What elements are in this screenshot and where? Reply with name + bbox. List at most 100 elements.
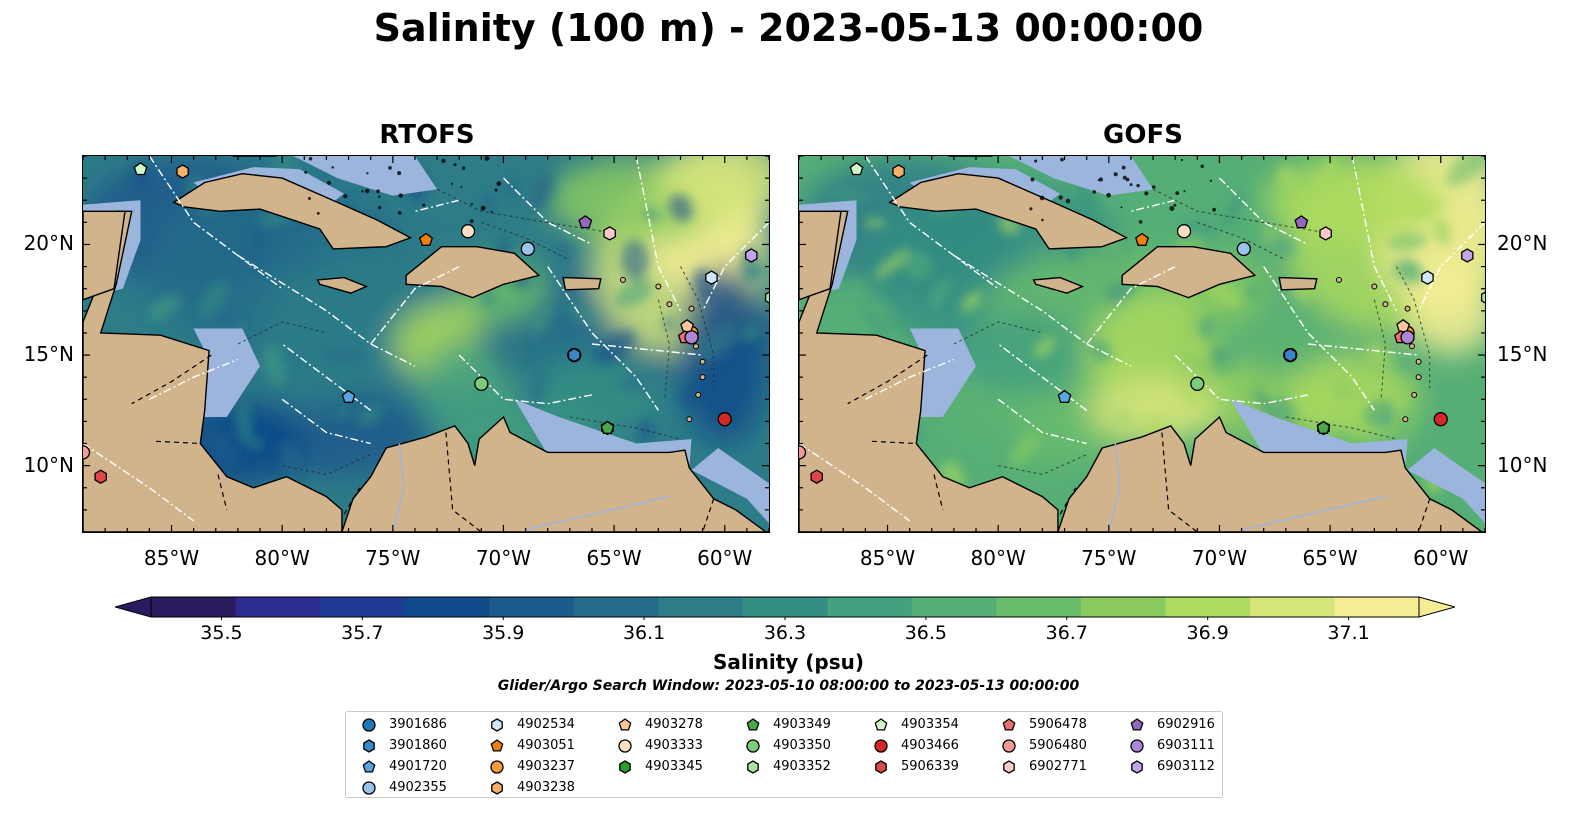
search-window-note: Glider/Argo Search Window: 2023-05-10 08…: [497, 678, 1080, 694]
float-legend: 3901686 3901860 4901720 4902355 4902534 49030…: [345, 711, 1223, 798]
legend-label: 4903349: [773, 717, 831, 732]
float-marker-4902355[interactable]: [520, 241, 535, 257]
figure-title: Salinity (100 m) - 2023-05-13 00:00:00: [373, 6, 1204, 50]
float-marker-4902534[interactable]: [1421, 270, 1434, 285]
float-marker-3901860[interactable]: [1283, 347, 1297, 363]
float-marker-5906480[interactable]: [799, 445, 807, 460]
lat-tick-label: 15°N: [23, 342, 74, 367]
legend-label: 6903111: [1157, 738, 1215, 753]
float-marker-4903333[interactable]: [1176, 224, 1192, 239]
hexagon-marker-icon: [1131, 760, 1143, 774]
circle-marker-icon: [362, 781, 376, 795]
float-marker-4903350[interactable]: [1190, 376, 1205, 391]
hexagon-marker-icon: [363, 739, 375, 753]
legend-label: 4903278: [645, 717, 703, 732]
circle-marker-icon: [1130, 739, 1144, 753]
float-marker-4902534[interactable]: [705, 270, 718, 285]
salinity-map-gofs: [799, 156, 1485, 532]
lon-tick-label: 60°W: [1413, 546, 1469, 570]
circle-marker-icon: [1002, 739, 1016, 753]
float-marker-4903349[interactable]: [600, 420, 615, 434]
lon-tick-label: 65°W: [1302, 546, 1358, 570]
float-marker-4903278[interactable]: [1396, 318, 1411, 333]
lon-tick-label: 70°W: [1191, 546, 1248, 570]
colorbar-tick-label: 36.5: [904, 622, 948, 644]
float-marker-4903051[interactable]: [419, 232, 433, 246]
legend-label: 6902771: [1029, 759, 1087, 774]
float-marker-6903112[interactable]: [745, 248, 758, 263]
float-marker-4903278[interactable]: [680, 318, 695, 333]
circle-marker-icon: [618, 739, 632, 753]
legend-label: 3901860: [389, 738, 447, 753]
legend-label: 4901720: [389, 759, 447, 774]
float-marker-4903238[interactable]: [892, 164, 905, 179]
lat-tick-label: 10°N: [23, 452, 74, 477]
map-panel-gofs[interactable]: [798, 155, 1486, 533]
float-marker-6902916[interactable]: [578, 215, 593, 229]
float-marker-6903111[interactable]: [1400, 330, 1415, 345]
float-marker-6902916[interactable]: [1294, 215, 1309, 229]
lon-tick-label: 70°W: [475, 546, 532, 570]
legend-label: 6902916: [1157, 717, 1215, 732]
float-marker-4903352[interactable]: [1480, 291, 1485, 304]
float-marker-4903354[interactable]: [849, 161, 864, 176]
float-marker-4903238[interactable]: [176, 164, 189, 179]
float-marker-4903051[interactable]: [1135, 232, 1149, 246]
hexagon-marker-icon: [491, 781, 503, 795]
legend-label: 5906480: [1029, 738, 1087, 753]
float-marker-4903354[interactable]: [133, 161, 148, 176]
legend-label: 4902534: [517, 717, 575, 732]
legend-label: 4903051: [517, 738, 575, 753]
float-marker-6903111[interactable]: [684, 330, 699, 345]
lat-tick-label: 20°N: [1497, 231, 1548, 256]
map-panel-rtofs[interactable]: [82, 155, 770, 533]
lat-tick-label: 20°N: [23, 231, 74, 256]
float-marker-5906339[interactable]: [810, 469, 823, 484]
pentagon-marker-icon: [490, 739, 504, 752]
colorbar-tick-label: 36.9: [1186, 622, 1229, 644]
float-marker-6903112[interactable]: [1461, 248, 1474, 263]
pentagon-marker-icon: [746, 718, 760, 731]
float-marker-5906339[interactable]: [94, 469, 107, 484]
float-marker-4903333[interactable]: [460, 224, 476, 239]
circle-marker-icon: [746, 739, 760, 753]
legend-label: 4903238: [517, 780, 575, 795]
lon-tick-label: 60°W: [697, 546, 753, 570]
legend-label: 3901686: [389, 717, 447, 732]
colorbar: [115, 596, 1455, 620]
float-marker-4903466[interactable]: [1433, 412, 1448, 427]
pentagon-marker-icon: [618, 718, 632, 731]
lon-tick-label: 75°W: [365, 546, 421, 570]
hexagon-marker-icon: [875, 760, 887, 774]
float-marker-4903350[interactable]: [474, 376, 489, 391]
float-marker-4901720[interactable]: [341, 389, 356, 403]
float-marker-6902771[interactable]: [1319, 226, 1332, 241]
float-marker-4903349[interactable]: [1316, 420, 1331, 434]
colorbar-tick-label: 36.3: [763, 622, 807, 644]
panel-title-gofs: GOFS: [1103, 120, 1183, 150]
legend-label: 4903333: [645, 738, 703, 753]
legend-label: 4903237: [517, 759, 575, 774]
hexagon-marker-icon: [1003, 760, 1015, 774]
float-marker-3901860[interactable]: [567, 347, 581, 363]
colorbar-tick-label: 36.1: [622, 622, 666, 644]
lon-tick-label: 75°W: [1081, 546, 1137, 570]
circle-marker-icon: [490, 760, 504, 774]
legend-label: 4902355: [389, 780, 447, 795]
float-marker-4902355[interactable]: [1236, 241, 1251, 257]
float-marker-5906480[interactable]: [83, 445, 91, 460]
float-marker-6902771[interactable]: [603, 226, 616, 241]
float-marker-4903466[interactable]: [717, 412, 732, 427]
lon-tick-label: 85°W: [143, 546, 200, 570]
lon-tick-label: 65°W: [586, 546, 642, 570]
legend-label: 4903350: [773, 738, 831, 753]
legend-label: 4903354: [901, 717, 959, 732]
pentagon-marker-icon: [362, 760, 376, 773]
hexagon-marker-icon: [747, 760, 759, 774]
legend-label: 4903466: [901, 738, 959, 753]
float-marker-4903352[interactable]: [764, 291, 769, 304]
float-marker-4901720[interactable]: [1057, 389, 1072, 403]
salinity-map-rtofs: [83, 156, 769, 532]
colorbar-tick-label: 37.1: [1327, 622, 1370, 644]
legend-label: 5906478: [1029, 717, 1087, 732]
